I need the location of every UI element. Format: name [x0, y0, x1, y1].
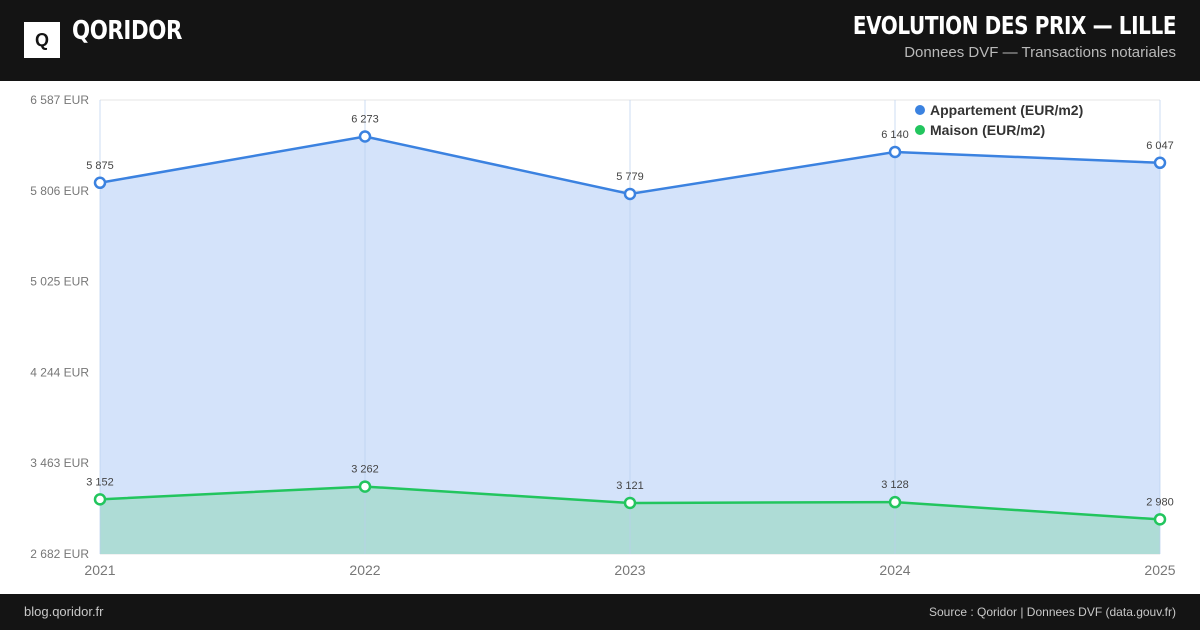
logo: Q	[24, 22, 60, 58]
y-tick-label: 5 806 EUR	[30, 184, 89, 198]
legend-label-appartement: Appartement (EUR/m2)	[930, 102, 1084, 118]
footer-bar: blog.qoridor.fr Source : Qoridor | Donne…	[0, 594, 1200, 630]
y-tick-label: 6 587 EUR	[30, 93, 89, 107]
legend-dot-maison	[915, 125, 925, 135]
chart-title: EVOLUTION DES PRIX — LILLE	[852, 11, 1177, 40]
data-point-appartement	[623, 187, 637, 201]
header-bar: Q QORIDOR EVOLUTION DES PRIX — LILLE Don…	[0, 0, 1200, 81]
data-point-maison	[623, 496, 637, 510]
legend-item-maison: Maison (EUR/m2)	[915, 120, 1083, 140]
price-chart: 6 587 EUR 5 806 EUR 5 025 EUR 4 244 EUR 3 46…	[30, 93, 1175, 578]
data-label-maison: 2 980	[1146, 496, 1174, 508]
x-tick-label: 2025	[1144, 562, 1175, 578]
y-tick-label: 3 463 EUR	[30, 456, 89, 470]
x-tick-label: 2022	[349, 562, 380, 578]
legend-dot-appartement	[915, 105, 925, 115]
legend-label-maison: Maison (EUR/m2)	[930, 122, 1046, 138]
footer-source: Source : Qoridor | Donnees DVF (data.gou…	[928, 605, 1176, 619]
data-point-appartement	[358, 130, 372, 143]
x-tick-label: 2023	[614, 562, 645, 578]
data-point-appartement	[888, 145, 902, 159]
x-tick-label: 2021	[84, 562, 115, 578]
data-point-maison	[888, 495, 902, 509]
y-tick-label: 4 244 EUR	[30, 365, 89, 379]
footer-site-link[interactable]: blog.qoridor.fr	[24, 604, 104, 619]
y-tick-label: 2 682 EUR	[30, 547, 89, 561]
data-label-appartement: 6 047	[1146, 140, 1174, 152]
data-label-appartement: 6 273	[351, 114, 379, 126]
data-label-appartement: 5 875	[86, 160, 114, 172]
data-label-maison: 3 128	[881, 479, 909, 491]
chart-legend: Appartement (EUR/m2) Maison (EUR/m2)	[915, 100, 1083, 140]
data-point-maison	[358, 480, 372, 493]
data-point-appartement	[93, 176, 107, 190]
legend-item-appartement: Appartement (EUR/m2)	[915, 100, 1083, 120]
data-label-maison: 3 152	[86, 476, 114, 488]
data-label-appartement: 5 779	[616, 171, 644, 183]
chart-subtitle: Donnees DVF — Transactions notariales	[904, 44, 1176, 61]
data-label-maison: 3 121	[616, 480, 644, 492]
data-label-maison: 3 262	[351, 464, 379, 476]
data-point-maison	[93, 493, 107, 506]
x-tick-label: 2024	[879, 562, 910, 578]
y-tick-label: 5 025 EUR	[30, 275, 89, 289]
data-point-appartement	[1153, 156, 1167, 170]
logo-letter: Q	[34, 29, 49, 50]
brand-name: QORIDOR	[72, 16, 182, 46]
data-label-appartement: 6 140	[881, 129, 909, 141]
data-point-maison	[1153, 513, 1167, 526]
